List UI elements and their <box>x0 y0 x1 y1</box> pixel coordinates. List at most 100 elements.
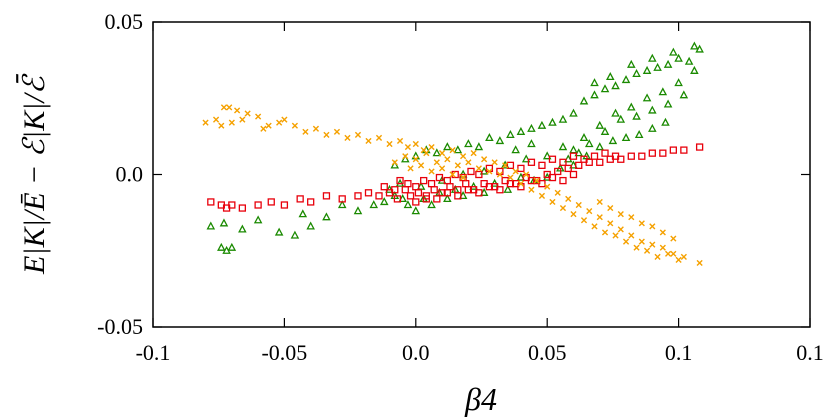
triangle-point <box>558 114 568 123</box>
square-point <box>564 164 572 173</box>
cross-point <box>428 143 435 151</box>
cross-point <box>565 195 572 202</box>
square-point <box>538 179 546 188</box>
cross-point <box>228 119 235 126</box>
triangle-point <box>516 172 526 181</box>
square-point <box>559 176 567 185</box>
cross-point <box>423 150 430 157</box>
triangle-point <box>632 111 641 120</box>
triangle-point <box>506 129 515 139</box>
cross-point <box>481 156 488 163</box>
square-point <box>393 195 402 203</box>
triangle-point <box>503 184 513 193</box>
triangle-point <box>474 142 484 151</box>
cross-point <box>502 162 509 169</box>
triangle-point <box>227 242 237 251</box>
cross-point <box>375 134 383 141</box>
square-point <box>569 152 578 160</box>
x-tick-label: 0.0 <box>402 340 430 365</box>
square-point <box>443 189 451 197</box>
square-point <box>596 158 604 166</box>
square-point <box>464 186 473 194</box>
square-point <box>669 146 677 154</box>
y-tick-label: -0.05 <box>97 314 143 339</box>
triangle-point <box>605 72 615 81</box>
square-point <box>554 167 562 176</box>
x-tick-label: 0.1 <box>665 340 693 365</box>
cross-point <box>617 211 624 218</box>
cross-point <box>386 140 393 148</box>
square-point <box>322 192 331 200</box>
cross-point <box>265 122 272 129</box>
cross-point <box>596 214 603 221</box>
square-point <box>354 192 362 200</box>
cross-point <box>496 171 503 178</box>
cross-point <box>680 253 687 260</box>
square-point <box>430 186 438 194</box>
square-point <box>569 170 578 179</box>
triangle-point <box>579 133 589 142</box>
cross-point <box>570 211 577 218</box>
cross-point <box>612 232 619 239</box>
triangle-point <box>669 47 678 56</box>
cross-point <box>628 214 635 221</box>
cross-point <box>391 159 398 166</box>
triangle-point <box>306 221 315 230</box>
y-axis: -0.05 0.0 0.05 <box>97 9 810 339</box>
triangle-point <box>432 148 442 157</box>
cross-point <box>507 174 514 181</box>
cross-point <box>607 204 614 212</box>
triangle-point <box>584 139 594 148</box>
triangle-point <box>464 139 473 148</box>
triangle-point <box>558 142 568 151</box>
cross-point <box>218 122 225 129</box>
triangle-point <box>611 108 620 117</box>
triangle-point <box>663 59 673 68</box>
triangle-point <box>238 224 247 233</box>
square-point <box>538 161 546 170</box>
square-point <box>238 204 247 212</box>
cross-point <box>586 208 593 215</box>
cross-point <box>333 128 341 135</box>
x-tick-label: -0.1 <box>136 340 171 365</box>
cross-point <box>528 186 535 193</box>
x-axis-title: β4 <box>464 381 497 417</box>
triangle-point <box>369 200 379 209</box>
square-point <box>580 155 588 163</box>
cross-point <box>643 247 651 254</box>
cross-point <box>255 113 262 120</box>
triangle-point <box>403 200 413 209</box>
cross-point <box>617 226 624 233</box>
cross-point <box>402 153 409 160</box>
triangle-point <box>627 59 636 68</box>
cross-point <box>575 201 582 209</box>
triangle-point <box>579 96 589 105</box>
triangle-point <box>663 99 673 108</box>
triangle-point <box>563 154 573 163</box>
triangle-point <box>608 136 618 145</box>
square-point <box>601 149 609 157</box>
x-axis: -0.1 -0.05 0.0 0.05 0.1 0.1 <box>136 22 824 365</box>
cross-point <box>538 192 546 199</box>
square-point <box>475 189 483 197</box>
triangle-point <box>290 230 300 239</box>
cross-point <box>601 229 609 236</box>
cross-point <box>449 147 456 154</box>
square-point <box>527 176 536 185</box>
triangle-point <box>274 227 284 236</box>
triangle-point <box>690 65 699 74</box>
cross-point <box>675 256 682 263</box>
square-point <box>548 155 557 163</box>
triangle-point <box>548 117 557 126</box>
square-point <box>406 192 415 200</box>
triangle-point <box>298 209 308 218</box>
square-point <box>559 158 567 166</box>
triangle-point <box>398 194 407 203</box>
cross-point <box>591 223 598 230</box>
cross-point <box>323 131 330 138</box>
cross-point <box>417 162 425 169</box>
y-axis-title: E|K|/Ē − ℰ|K|/ℰ̄ <box>16 73 51 275</box>
square-point <box>338 195 346 203</box>
triangle-point <box>337 200 347 209</box>
square-point <box>467 167 475 176</box>
